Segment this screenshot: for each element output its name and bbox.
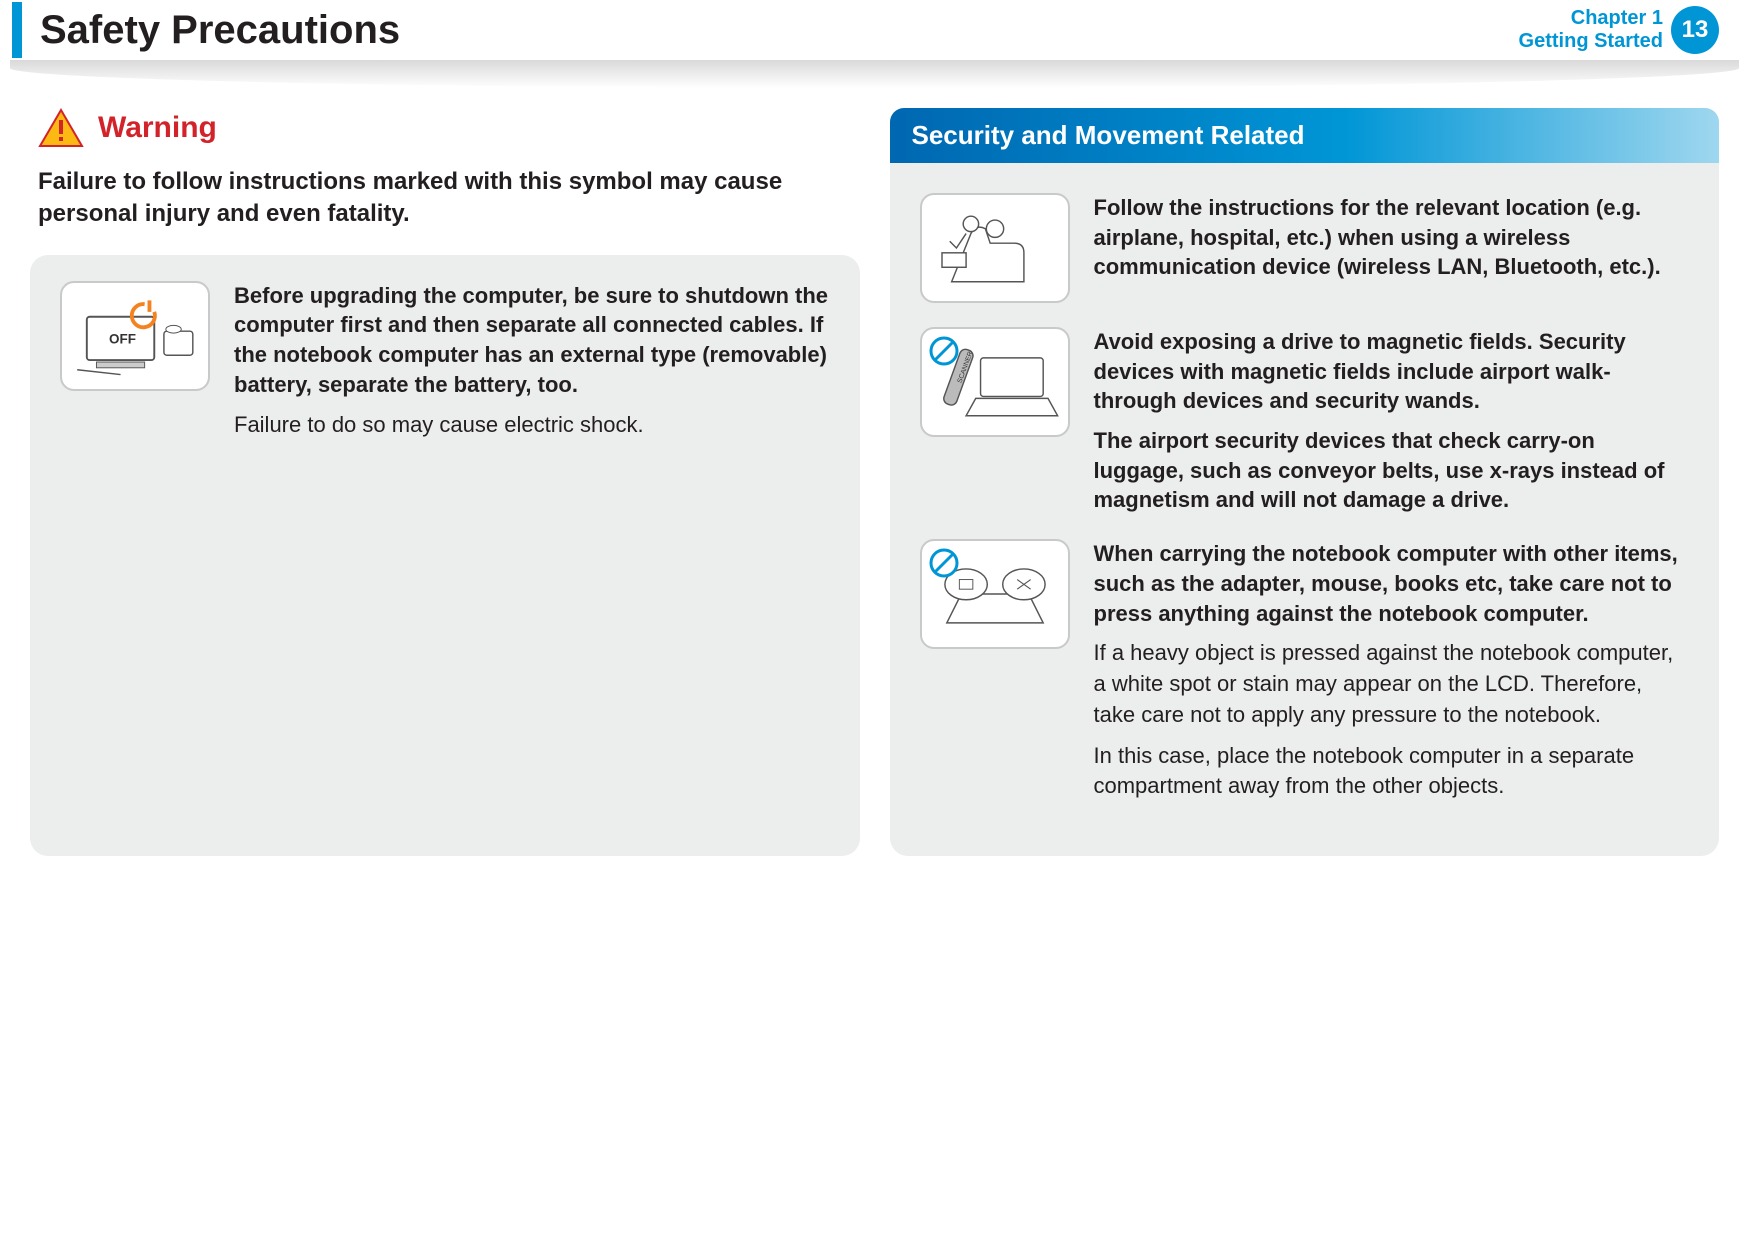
- page-number-badge: 13: [1671, 6, 1719, 54]
- precaution-bold: When carrying the notebook computer with…: [1094, 539, 1690, 628]
- airplane-seat-icon: [920, 193, 1070, 303]
- content-columns: Warning Failure to follow instructions m…: [0, 88, 1749, 856]
- precaution-text: Follow the instructions for the relevant…: [1094, 193, 1690, 303]
- precaution-item: SCANNER Avoid exposing a drive to magnet…: [920, 327, 1690, 515]
- svg-text:OFF: OFF: [109, 331, 136, 346]
- precaution-bold-2: The airport security devices that check …: [1094, 426, 1690, 515]
- precaution-text: When carrying the notebook computer with…: [1094, 539, 1690, 802]
- precaution-regular: If a heavy object is pressed against the…: [1094, 638, 1690, 730]
- left-column: Warning Failure to follow instructions m…: [30, 108, 860, 856]
- precaution-item: OFF Before upgrading the computer, be su…: [60, 281, 830, 441]
- right-panel: Security and Movement Related Follow the…: [890, 108, 1720, 856]
- precaution-bold: Follow the instructions for the relevant…: [1094, 193, 1690, 282]
- chapter-info: Chapter 1 Getting Started: [1519, 7, 1663, 53]
- precaution-text: Avoid exposing a drive to magnetic field…: [1094, 327, 1690, 515]
- precaution-regular: Failure to do so may cause electric shoc…: [234, 410, 830, 441]
- warning-label: Warning: [98, 111, 217, 145]
- warning-heading-row: Warning: [38, 108, 860, 148]
- computer-off-icon: OFF: [60, 281, 210, 391]
- warning-subtitle: Failure to follow instructions marked wi…: [38, 166, 860, 231]
- chapter-line-1: Chapter 1: [1519, 7, 1663, 30]
- page-title: Safety Precautions: [40, 8, 400, 53]
- precaution-item: When carrying the notebook computer with…: [920, 539, 1690, 802]
- prohibit-icon: [928, 547, 960, 579]
- right-column: Security and Movement Related Follow the…: [890, 108, 1720, 856]
- page-header: Safety Precautions Chapter 1 Getting Sta…: [0, 0, 1749, 60]
- header-accent-bar: [12, 2, 22, 58]
- chapter-line-2: Getting Started: [1519, 30, 1663, 53]
- precaution-bold: Before upgrading the computer, be sure t…: [234, 281, 830, 400]
- precaution-item: Follow the instructions for the relevant…: [920, 193, 1690, 303]
- warning-triangle-icon: [38, 108, 84, 148]
- precaution-bold: Avoid exposing a drive to magnetic field…: [1094, 327, 1690, 416]
- precaution-regular-2: In this case, place the notebook compute…: [1094, 741, 1690, 803]
- bag-pressure-icon: [920, 539, 1070, 649]
- header-right-group: Chapter 1 Getting Started 13: [1519, 6, 1719, 54]
- section-header: Security and Movement Related: [890, 108, 1720, 163]
- header-shadow: [10, 60, 1739, 88]
- prohibit-icon: [928, 335, 960, 367]
- precaution-text: Before upgrading the computer, be sure t…: [234, 281, 830, 441]
- left-panel: OFF Before upgrading the computer, be su…: [30, 255, 860, 856]
- scanner-laptop-icon: SCANNER: [920, 327, 1070, 437]
